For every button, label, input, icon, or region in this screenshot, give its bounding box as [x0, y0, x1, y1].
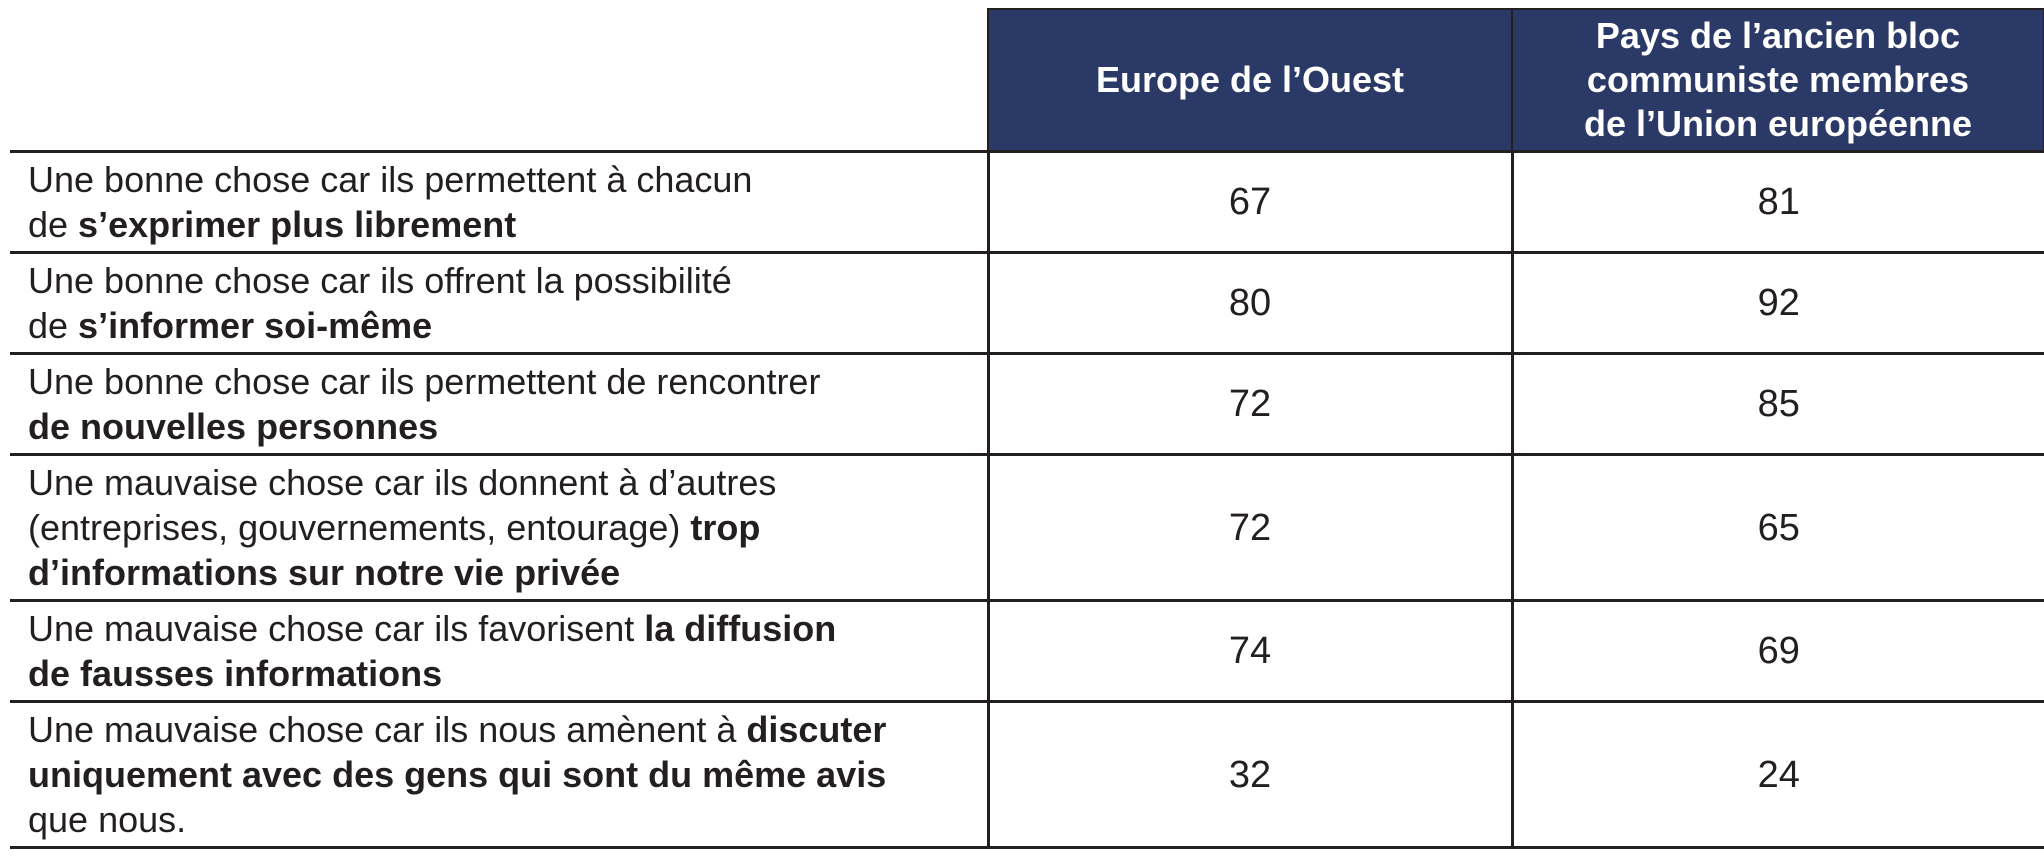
- table-row: Une bonne chose car ils permettent de re…: [10, 352, 2044, 456]
- row-label-cell: Une mauvaise chose car ils nous amènent …: [10, 700, 990, 849]
- value-cell: 69: [1510, 599, 2044, 703]
- corner-cell: [10, 9, 988, 152]
- table-row: Une bonne chose car ils permettent à cha…: [10, 150, 2044, 254]
- row-label-segment: que nous.: [28, 799, 187, 840]
- row-label-cell: Une bonne chose car ils permettent à cha…: [10, 150, 990, 254]
- row-label-cell: Une mauvaise chose car ils favorisent la…: [10, 599, 990, 703]
- table-row: Une mauvaise chose car ils nous amènent …: [10, 700, 2044, 849]
- value-cell: 72: [986, 352, 1512, 456]
- value-cell: 72: [986, 453, 1512, 602]
- value-cell: 81: [1510, 150, 2044, 254]
- value-cell: 67: [986, 150, 1512, 254]
- row-label-bold-segment: discuter uniquement avec des gens qui so…: [28, 709, 887, 795]
- value-cell: 24: [1510, 700, 2044, 849]
- row-label-bold-segment: s’informer soi-même: [78, 305, 433, 346]
- value-cell: 32: [986, 700, 1512, 849]
- value-cell: 65: [1510, 453, 2044, 602]
- value-cell: 80: [986, 251, 1512, 355]
- row-label-segment: Une bonne chose car ils offrent la possi…: [28, 260, 732, 346]
- row-label-cell: Une bonne chose car ils offrent la possi…: [10, 251, 990, 355]
- column-header-western-europe: Europe de l’Ouest: [987, 8, 1513, 153]
- row-label-bold-segment: trop d’informations sur notre vie privée: [28, 507, 761, 593]
- value-cell: 74: [986, 599, 1512, 703]
- row-label-cell: Une mauvaise chose car ils donnent à d’a…: [10, 453, 990, 602]
- column-header-former-communist-bloc: Pays de l’ancien bloc communiste membres…: [1511, 8, 2044, 153]
- row-label-bold-segment: la diffusion de fausses informations: [28, 608, 837, 694]
- row-label-cell: Une bonne chose car ils permettent de re…: [10, 352, 990, 456]
- row-label-bold-segment: de nouvelles personnes: [28, 406, 439, 447]
- value-cell: 92: [1510, 251, 2044, 355]
- table-body: Une bonne chose car ils permettent à cha…: [10, 150, 2044, 849]
- table-row: Une mauvaise chose car ils donnent à d’a…: [10, 453, 2044, 602]
- header-row: Europe de l’Ouest Pays de l’ancien bloc …: [10, 8, 2044, 153]
- value-cell: 85: [1510, 352, 2044, 456]
- row-label-segment: Une bonne chose car ils permettent à cha…: [28, 159, 753, 245]
- row-label-segment: Une bonne chose car ils permettent de re…: [28, 361, 821, 402]
- row-label-segment: Une mauvaise chose car ils donnent à d’a…: [28, 462, 777, 548]
- row-label-bold-segment: s’exprimer plus librement: [78, 204, 517, 245]
- table-row: Une mauvaise chose car ils favorisent la…: [10, 599, 2044, 703]
- table-row: Une bonne chose car ils offrent la possi…: [10, 251, 2044, 355]
- row-label-segment: Une mauvaise chose car ils favorisent: [28, 608, 645, 649]
- results-table: Europe de l’Ouest Pays de l’ancien bloc …: [10, 8, 2044, 849]
- row-label-segment: Une mauvaise chose car ils nous amènent …: [28, 709, 747, 750]
